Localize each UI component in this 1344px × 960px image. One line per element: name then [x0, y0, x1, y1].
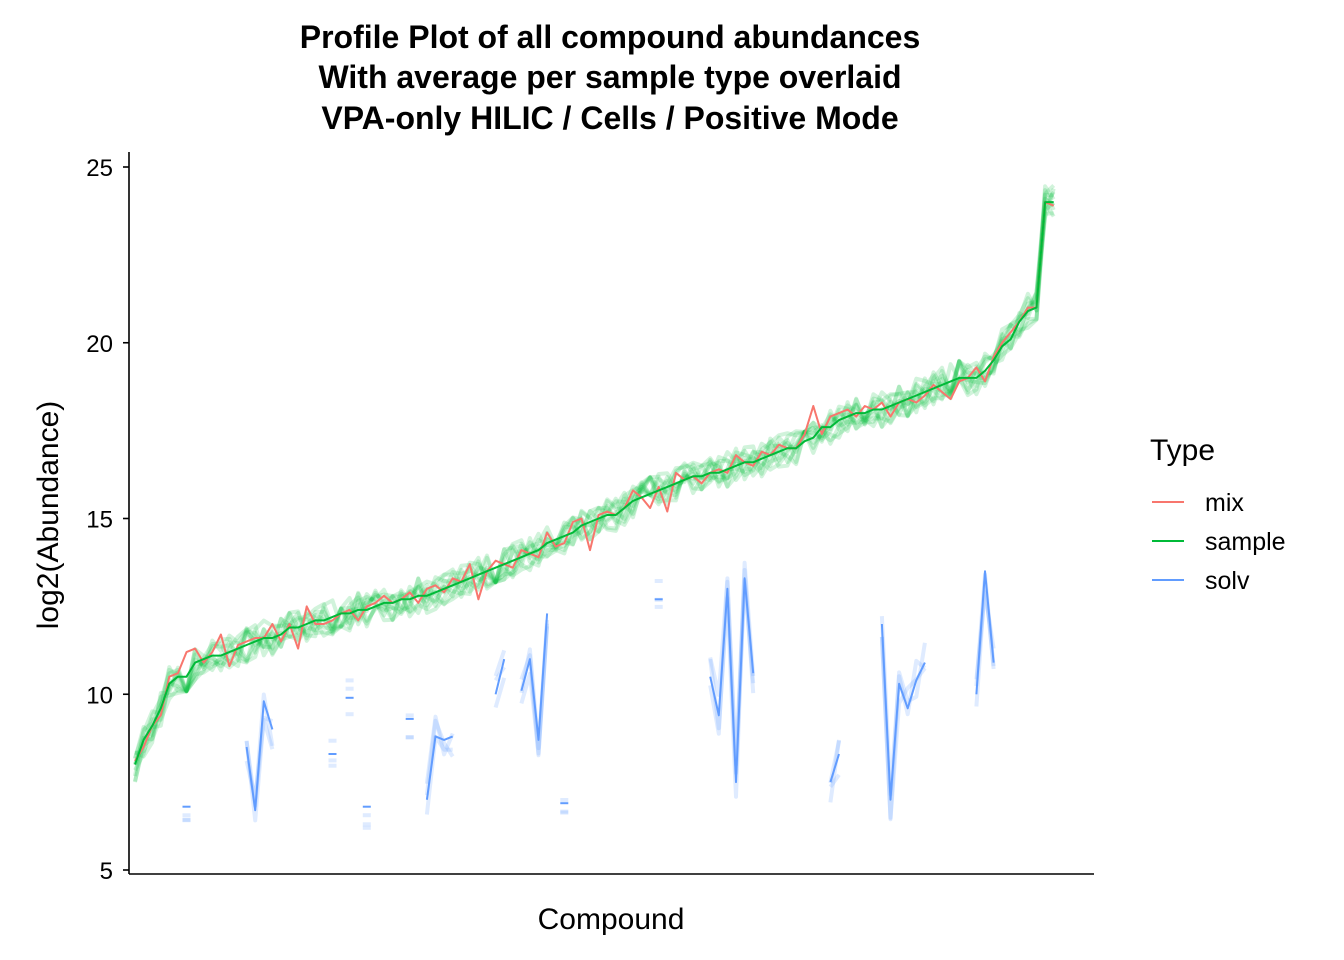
legend: Type mix sample solv	[1150, 434, 1286, 595]
solv-average-line	[829, 753, 840, 783]
y-tick-label: 15	[86, 507, 113, 534]
legend-title: Type	[1150, 434, 1215, 467]
solv-replicate-line	[424, 714, 455, 784]
average-profile-lines	[134, 201, 1055, 812]
solv-average-line	[880, 623, 926, 801]
solv-replicate-line	[424, 734, 453, 815]
y-tick-label: 10	[86, 682, 113, 709]
chart-title-line-3: VPA-only HILIC / Cells / Positive Mode	[321, 100, 898, 136]
legend-entries: mix sample solv	[1152, 489, 1286, 595]
solv-average-line	[520, 613, 549, 741]
legend-label-mix: mix	[1205, 489, 1244, 517]
solv-average-line	[425, 735, 454, 800]
legend-label-solv: solv	[1205, 567, 1250, 595]
chart-title-line-1: Profile Plot of all compound abundances	[300, 19, 921, 55]
solv-replicate-line	[493, 649, 507, 677]
sample-replicate-line	[133, 196, 1055, 760]
y-axis-title: log2(Abundance)	[32, 401, 65, 630]
legend-label-sample: sample	[1205, 528, 1286, 556]
y-tick-label: 20	[86, 331, 113, 358]
solv-average-line	[245, 700, 274, 812]
solv-replicate-line	[828, 773, 841, 788]
y-tick-label: 25	[86, 155, 113, 182]
y-tick-label: 5	[100, 858, 113, 885]
solv-replicate-line	[493, 677, 507, 709]
sample-replicate-line	[134, 200, 1056, 755]
individual-profile-lines	[133, 183, 1056, 830]
solv-average-line	[975, 570, 995, 695]
solv-replicate-line	[424, 718, 455, 796]
solv-average-line	[709, 577, 755, 784]
sample-replicate-line	[133, 184, 1056, 759]
sample-average-line	[134, 201, 1054, 765]
x-axis-title: Compound	[538, 903, 685, 936]
y-axis-ticks: 5 10 15 20 25	[86, 155, 129, 885]
chart-title-line-2: With average per sample type overlaid	[318, 59, 901, 95]
solv-average-line	[494, 658, 506, 695]
